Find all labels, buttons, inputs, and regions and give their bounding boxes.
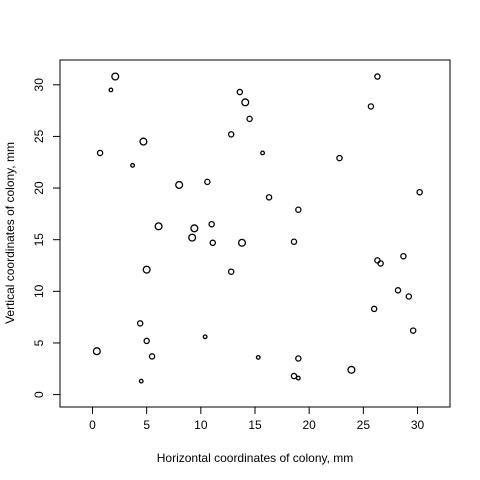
data-point: [227, 268, 235, 275]
data-point: [347, 365, 356, 374]
data-point: [130, 162, 136, 168]
data-point: [246, 115, 253, 123]
data-point: [409, 327, 417, 334]
data-point: [96, 149, 104, 157]
data-point: [139, 137, 148, 146]
data-point: [370, 305, 378, 313]
data-point: [236, 88, 244, 96]
x-tick-label: 15: [248, 418, 262, 432]
data-point: [154, 222, 163, 231]
x-tick-label: 25: [357, 418, 371, 432]
y-tick-label: 25: [32, 129, 46, 143]
data-point: [188, 233, 197, 242]
data-point: [374, 73, 381, 80]
y-tick-label: 10: [32, 284, 46, 298]
data-point: [111, 72, 120, 81]
data-point: [377, 260, 384, 267]
y-axis: 0 5 10 15 20 25 30: [32, 78, 61, 398]
y-tick-label: 30: [32, 78, 46, 92]
data-point: [209, 239, 216, 247]
data-point: [143, 337, 150, 345]
data-point: [237, 238, 247, 247]
data-point: [336, 154, 343, 162]
data-point: [295, 355, 302, 362]
x-tick-label: 5: [143, 418, 150, 432]
data-point: [405, 293, 413, 300]
data-point: [204, 178, 211, 186]
data-point: [92, 347, 101, 356]
x-axis-label: Horizontal coordinates of colony, mm: [157, 451, 354, 465]
data-points: [92, 72, 423, 384]
data-point: [260, 150, 266, 156]
data-point: [148, 353, 156, 360]
y-tick-label: 5: [32, 339, 46, 346]
data-point: [108, 87, 114, 93]
data-point: [255, 354, 261, 360]
data-point: [175, 180, 184, 190]
x-tick-label: 0: [89, 418, 96, 432]
data-point: [295, 375, 301, 381]
data-point: [290, 372, 298, 380]
x-tick-label: 30: [411, 418, 425, 432]
data-point: [400, 252, 407, 260]
x-axis: 0 5 10 15 20 25 30: [89, 406, 425, 432]
data-point: [394, 287, 402, 294]
data-point: [416, 188, 423, 196]
y-axis-label: Vertical coordinates of colony, mm: [3, 142, 17, 324]
y-tick-label: 0: [32, 391, 46, 398]
data-point: [138, 378, 144, 384]
data-point: [367, 103, 375, 110]
y-tick-label: 20: [32, 181, 46, 195]
data-point: [202, 334, 208, 340]
x-tick-label: 20: [302, 418, 316, 432]
x-tick-label: 10: [194, 418, 208, 432]
data-point: [208, 220, 215, 228]
y-tick-label: 15: [32, 233, 46, 247]
data-point: [227, 131, 235, 138]
data-point: [295, 206, 302, 213]
data-point: [142, 265, 151, 274]
data-point: [241, 98, 250, 107]
data-point: [136, 320, 144, 327]
data-point: [265, 194, 273, 201]
data-point: [290, 238, 298, 246]
data-point: [190, 224, 199, 233]
